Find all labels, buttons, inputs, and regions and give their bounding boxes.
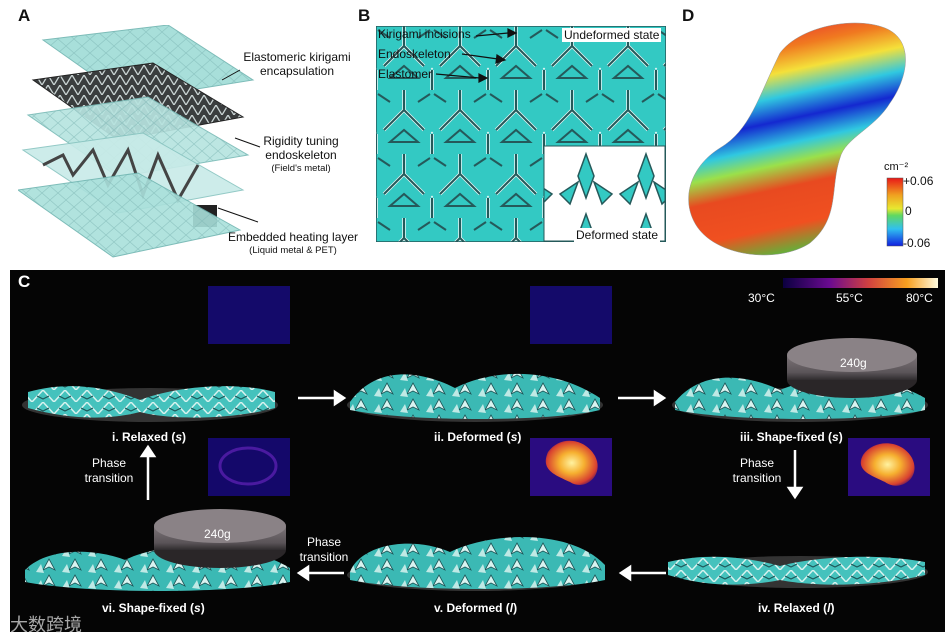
panel-c-graphics	[22, 278, 938, 591]
panel-b-letter: B	[358, 6, 371, 25]
label-rigidity-endoskeleton-text: Rigidity tuning endoskeleton	[263, 134, 339, 162]
label-liquid-metal-pet: (Liquid metal & PET)	[249, 245, 337, 256]
colorbar-mid: 0	[905, 204, 912, 218]
phase-transition-bottom: Phase transition	[299, 535, 349, 564]
arrow-down	[786, 450, 804, 500]
arrow-left-1	[618, 564, 666, 582]
arrow-up	[139, 444, 157, 500]
temperature-colorbar	[783, 278, 938, 288]
weight-label-top: 240g	[840, 356, 867, 370]
label-undeformed-state: Undeformed state	[562, 28, 662, 42]
colorbar-unit: cm⁻²	[884, 161, 909, 173]
label-rigidity-endoskeleton: Rigidity tuning endoskeleton (Field's me…	[240, 134, 362, 176]
phase-transition-left: Phase transition	[84, 456, 134, 485]
label-encapsulation: Elastomeric kirigami encapsulation	[243, 50, 351, 78]
panel-a-exploded-layers	[18, 25, 255, 258]
label-heating-layer: Embedded heating layer (Liquid metal & P…	[218, 230, 368, 258]
panel-d-letter: D	[682, 6, 695, 25]
step-v-label: v. Deformed (l)	[434, 601, 518, 615]
panel-a-letter: A	[18, 6, 31, 25]
temp-mid-label: 55°C	[836, 291, 863, 305]
colorbar-min: -0.06	[903, 236, 931, 250]
colorbar-max: +0.06	[903, 174, 934, 188]
panel-c-letter: C	[18, 272, 31, 291]
panel-a-leader-lines	[217, 69, 261, 223]
label-heating-layer-text: Embedded heating layer	[227, 230, 359, 244]
weight-label-bottom: 240g	[204, 527, 231, 541]
label-deformed-state: Deformed state	[574, 228, 661, 242]
label-endoskeleton: Endoskeleton	[378, 47, 451, 61]
step-ii-label: ii. Deformed (s)	[434, 430, 522, 444]
panel-b-kirigami-pattern	[376, 26, 666, 242]
temp-min-label: 30°C	[748, 291, 775, 305]
arrow-right-1	[298, 389, 347, 407]
panel-c-sequence: C 30°C 55°C 80°C 240g 240g i. Relaxed (s…	[10, 270, 945, 632]
label-elastomer: Elastomer	[378, 67, 433, 81]
arrow-left-2	[296, 564, 344, 582]
arrow-right-2	[618, 389, 667, 407]
step-iv-label: iv. Relaxed (l)	[758, 601, 835, 615]
phase-transition-right: Phase transition	[732, 456, 782, 485]
step-vi-label: vi. Shape-fixed (s)	[102, 601, 205, 615]
watermark: 大数跨境	[10, 615, 82, 636]
step-i-label: i. Relaxed (s)	[112, 430, 187, 444]
label-kirigami-incisions: Kirigami incisions	[378, 27, 471, 41]
label-fields-metal: (Field's metal)	[271, 163, 331, 174]
panel-d-curvature-map	[688, 22, 906, 256]
temp-max-label: 80°C	[906, 291, 933, 305]
step-iii-label: iii. Shape-fixed (s)	[740, 430, 843, 444]
